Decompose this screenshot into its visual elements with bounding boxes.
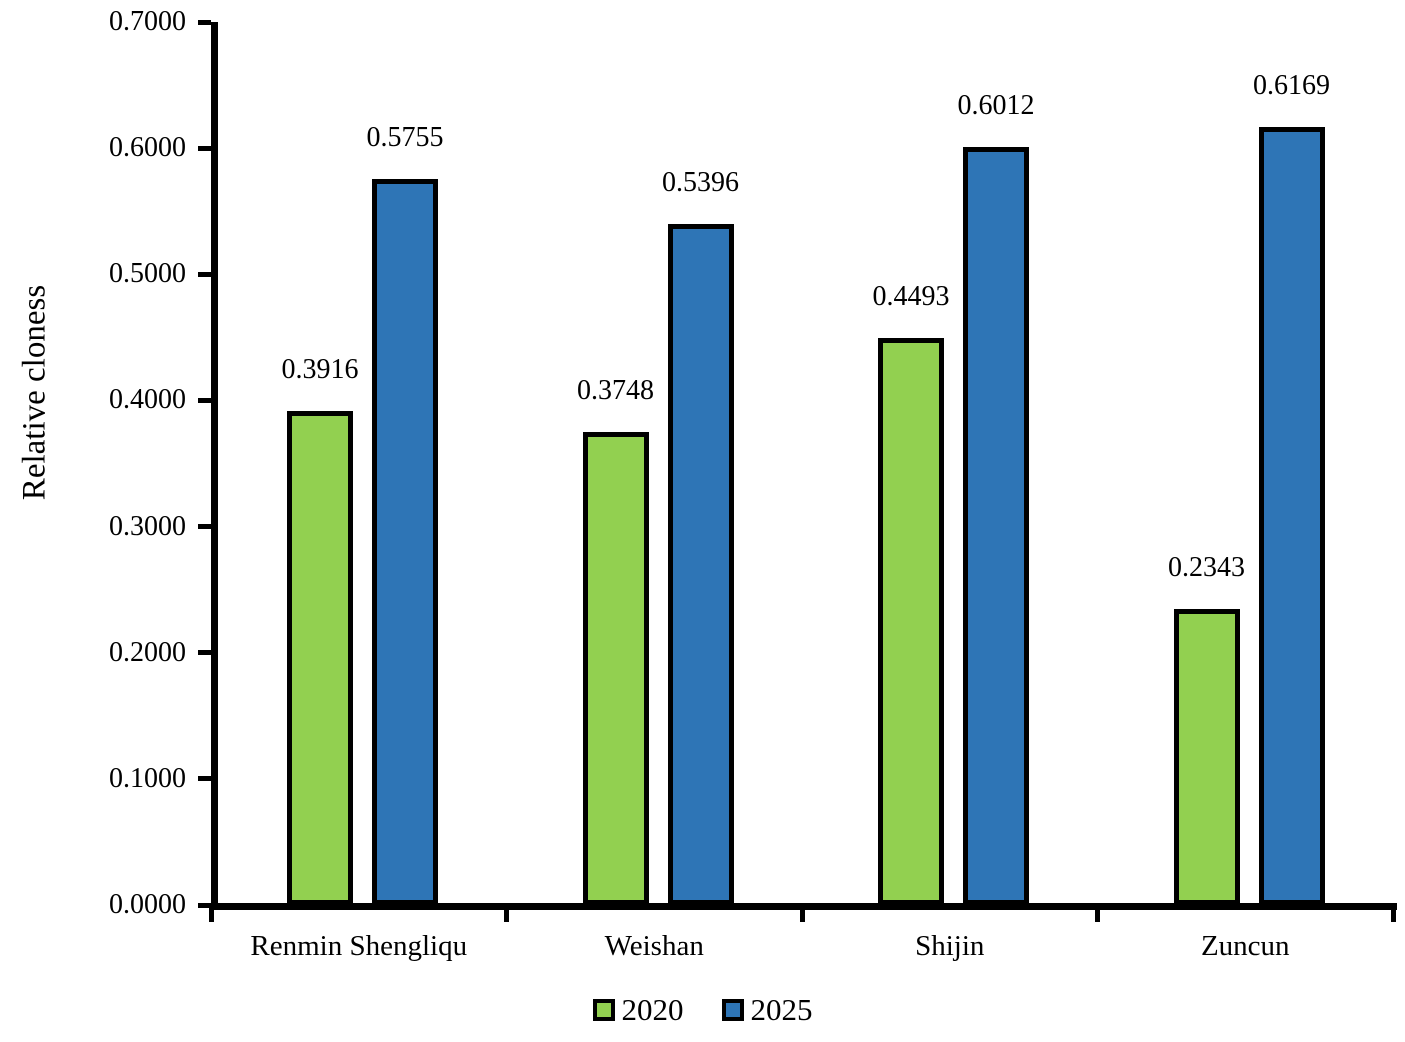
legend-label-2020: 2020 bbox=[621, 992, 684, 1027]
y-axis-tick bbox=[198, 776, 211, 782]
x-axis-tick bbox=[799, 903, 805, 922]
y-tick-label: 0.0000 bbox=[109, 889, 186, 920]
y-axis-tick bbox=[198, 271, 211, 277]
bar-value-label: 0.5396 bbox=[662, 167, 739, 199]
x-category-label: Zuncun bbox=[1200, 930, 1290, 962]
bar-value-label: 0.6012 bbox=[957, 89, 1035, 121]
bar-2025-zuncun bbox=[1258, 126, 1325, 905]
bar-value-label: 0.2343 bbox=[1168, 552, 1245, 584]
x-axis-tick bbox=[208, 903, 214, 922]
x-category-label: Renmin Shengliqu bbox=[250, 930, 468, 962]
legend-item-2025: 2025 bbox=[721, 992, 813, 1027]
legend-swatch-2020 bbox=[592, 999, 615, 1022]
bar-2020-zuncun bbox=[1173, 609, 1240, 905]
bar-2020-renmin-shengliqu bbox=[287, 411, 353, 905]
y-tick-label: 0.6000 bbox=[109, 132, 186, 164]
legend-item-2020: 2020 bbox=[592, 992, 684, 1027]
plot-area: Renmin Shengliqu Weishan Shijin Zuncun 0.391… bbox=[198, 19, 1397, 962]
bar-2020-weishan bbox=[582, 432, 649, 905]
y-tick-label: 0.7000 bbox=[109, 6, 186, 37]
bar-2025-weishan bbox=[667, 224, 734, 905]
x-axis-line bbox=[211, 903, 1397, 910]
y-axis-tick bbox=[198, 19, 211, 25]
y-tick-label: 0.1000 bbox=[109, 762, 186, 794]
bar-2025-renmin-shengliqu bbox=[372, 179, 438, 905]
y-axis-tick bbox=[198, 524, 211, 530]
y-axis-line bbox=[211, 22, 218, 910]
y-axis-tick bbox=[198, 902, 211, 908]
legend-label-2025: 2025 bbox=[750, 992, 813, 1027]
x-axis-tick bbox=[1390, 903, 1396, 922]
legend: 2020 2025 bbox=[0, 992, 1405, 1027]
bar-value-label: 0.3916 bbox=[281, 354, 359, 386]
bar-2020-shijin bbox=[878, 338, 944, 905]
y-axis-tick bbox=[198, 650, 211, 656]
y-tick-label: 0.2000 bbox=[109, 636, 186, 668]
legend-swatch-2025 bbox=[721, 999, 744, 1022]
bar-2025-shijin bbox=[963, 146, 1029, 905]
bar-value-label: 0.6169 bbox=[1253, 69, 1330, 101]
y-axis-tick bbox=[198, 397, 211, 403]
bar-value-label: 0.3748 bbox=[577, 375, 654, 407]
bar-value-label: 0.5755 bbox=[366, 122, 444, 154]
x-category-label: Shijin bbox=[915, 930, 985, 962]
y-axis-tick bbox=[198, 145, 211, 151]
bar-value-label: 0.4493 bbox=[872, 281, 950, 313]
x-axis-tick bbox=[1095, 903, 1100, 922]
y-axis-title: Relative cloness bbox=[16, 284, 53, 501]
x-category-label: Weishan bbox=[604, 930, 704, 962]
x-axis-tick bbox=[504, 903, 509, 922]
